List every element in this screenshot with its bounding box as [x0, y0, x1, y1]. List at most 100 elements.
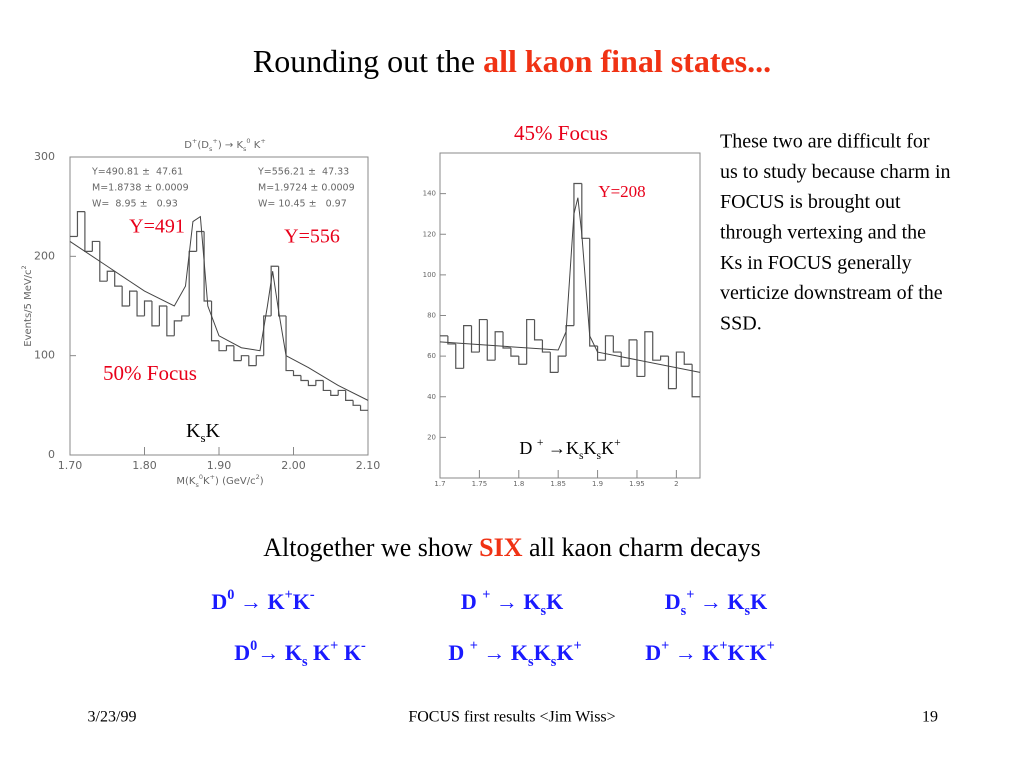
- histogram-bin: [691, 364, 700, 398]
- histogram-bin: [99, 241, 108, 282]
- superscript: +: [192, 137, 197, 145]
- text-run: → K: [694, 589, 744, 614]
- text-run: D: [184, 140, 192, 151]
- x-tick-label: 1.75: [472, 480, 488, 488]
- text-run: K: [534, 640, 551, 665]
- subscript: s: [528, 654, 534, 670]
- text-run: → K: [478, 640, 528, 665]
- histogram-bin: [596, 345, 606, 361]
- histogram-bin: [129, 290, 138, 306]
- fit-parameter: W= 8.95 ± 0.93: [92, 199, 178, 210]
- histogram-bin: [675, 351, 685, 389]
- histogram-bin: [210, 301, 219, 342]
- histogram-bin: [494, 331, 504, 361]
- summary-emphasis: SIX: [479, 533, 523, 562]
- histogram-bin: [447, 335, 456, 345]
- plot: 20 40 60 80 100 120 140 1.7 1.75 1.8 1.85 1.9 1.95 2: [423, 182, 701, 488]
- efficiency-label: 45% Focus: [514, 121, 608, 145]
- x-tick-label: 1.8: [513, 480, 524, 488]
- side-text-line: verticize downstream of the: [720, 282, 943, 304]
- x-tick-label: 1.70: [58, 459, 83, 472]
- subscript: s: [540, 603, 546, 619]
- text-run: K: [601, 438, 614, 458]
- histogram-bin: [486, 319, 496, 361]
- fit-parameter: Y=556.21 ± 47.33: [257, 167, 349, 178]
- histogram-bin: [248, 355, 257, 367]
- histogram-bin: [136, 291, 145, 317]
- decay-mode: D + →KsKsK+: [519, 436, 621, 462]
- histogram-bin: [660, 355, 669, 361]
- histogram-bin: [683, 352, 693, 365]
- y-tick-label: 40: [427, 393, 436, 401]
- text-run: → K: [257, 640, 302, 665]
- y-tick-label: 120: [423, 230, 436, 238]
- histogram-bin: [359, 405, 368, 411]
- superscript: +: [285, 587, 293, 603]
- y-tick-label: 300: [34, 150, 55, 163]
- superscript: -: [745, 638, 750, 654]
- x-axis-label: M(Ks0K+) (GeV/c2): [176, 473, 263, 489]
- histogram-bin: [307, 380, 316, 387]
- superscript: -: [310, 587, 315, 603]
- histogram-bin: [628, 339, 637, 367]
- x-tick-label: 1.95: [629, 480, 645, 488]
- text-run: K: [749, 640, 766, 665]
- y-tick-label: 100: [34, 349, 55, 362]
- histogram-bin: [292, 370, 301, 377]
- histogram-bin: [533, 319, 543, 341]
- fit-parameter: W= 10.45 ± 0.97: [258, 199, 347, 210]
- histogram-bin: [463, 325, 472, 369]
- subscript: s: [551, 654, 557, 670]
- signal-yield: Y=556: [284, 226, 340, 248]
- text-run: K: [556, 640, 573, 665]
- superscript: +: [260, 137, 265, 145]
- histogram-bin: [285, 315, 294, 372]
- summary-text: all kaon charm decays: [523, 533, 761, 562]
- histogram-bin: [667, 356, 677, 390]
- histogram-bin: [203, 231, 212, 302]
- footer-center: FOCUS first results <Jim Wiss>: [408, 709, 615, 726]
- x-tick-label: 2.00: [281, 459, 306, 472]
- text-run: K: [308, 640, 331, 665]
- subscript: s: [681, 603, 687, 619]
- histogram-bin: [240, 355, 249, 361]
- subscript: s: [302, 654, 308, 670]
- superscript: 2: [256, 473, 260, 481]
- plot-header: D+(Ds+) → Ks0 K+: [184, 137, 266, 153]
- histogram-bin: [315, 379, 324, 386]
- text-run: K: [338, 640, 361, 665]
- histogram-bin: [263, 315, 272, 356]
- text-run: Events/5 MeV/c: [23, 269, 34, 346]
- histogram-bin: [518, 356, 527, 365]
- superscript: +: [686, 587, 694, 603]
- fit-curve: [439, 197, 701, 373]
- text-run: K: [584, 438, 597, 458]
- histogram-bin: [337, 389, 346, 396]
- histogram-bin: [549, 352, 559, 373]
- text-run: ): [260, 476, 264, 487]
- superscript: +: [470, 638, 478, 654]
- histogram-bin: [166, 306, 175, 337]
- histogram-bin: [151, 301, 160, 327]
- superscript: -: [361, 638, 366, 654]
- text-run: K: [251, 140, 261, 151]
- text-run: (D: [197, 140, 209, 151]
- text-run: K: [728, 640, 745, 665]
- summary-text: Altogether we show: [263, 533, 479, 562]
- x-tick-label: 1.85: [550, 480, 566, 488]
- superscript: 0: [227, 587, 234, 603]
- x-tick-label: 1.9: [592, 480, 603, 488]
- decay-mode: KsK: [186, 420, 221, 446]
- y-tick-label: 0: [48, 448, 55, 461]
- decay: D + → KsKsK+: [448, 638, 581, 670]
- histogram-bin: [636, 339, 645, 378]
- text-run: D: [211, 589, 227, 614]
- text-run: D: [234, 640, 250, 665]
- histogram-bin: [233, 345, 242, 362]
- text-run: ) (GeV/c: [215, 476, 256, 487]
- efficiency-label: 50% Focus: [103, 361, 197, 385]
- superscript: +: [614, 436, 621, 449]
